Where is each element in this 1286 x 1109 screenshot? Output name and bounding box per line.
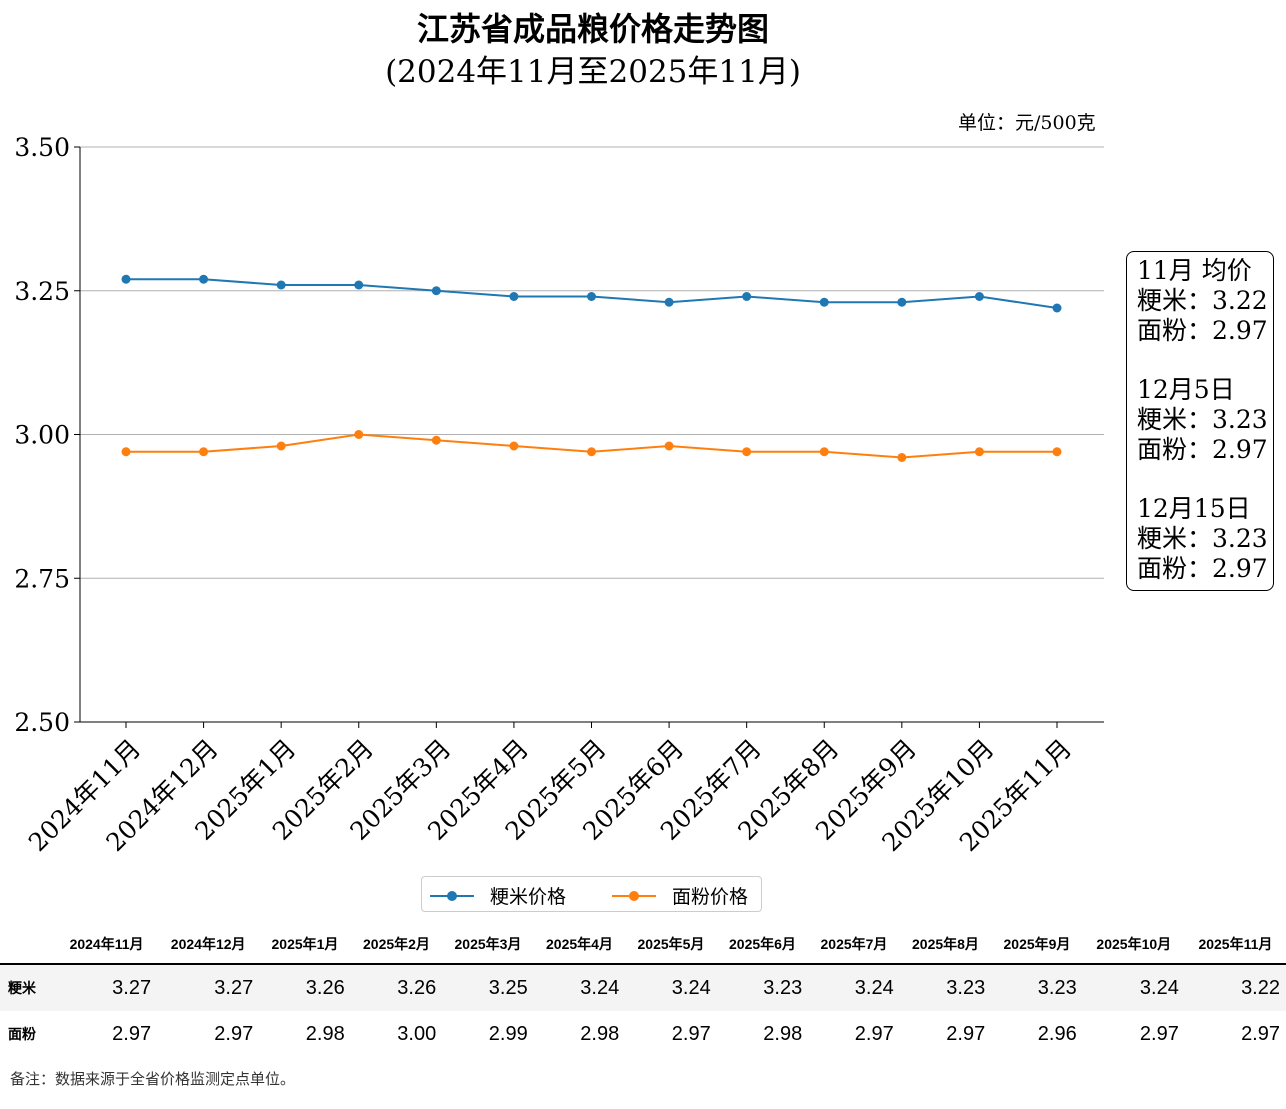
data-point: [199, 274, 209, 284]
legend-item-rice: 粳米价格: [430, 882, 566, 909]
table-cell: 2.98: [305, 1022, 345, 1045]
table-cell: 3.22: [1184, 964, 1286, 1011]
data-point: [431, 286, 441, 296]
table-cell: 2.97: [671, 1022, 711, 1045]
column-header: 2025年6月: [716, 925, 809, 965]
annotation-rice: 粳米：3.22: [1137, 286, 1268, 315]
data-point: [276, 441, 286, 451]
chart-title: 江苏省成品粮价格走势图: [416, 10, 769, 48]
table-cell: 3.23: [716, 964, 809, 1011]
table-cell: 3.23: [991, 964, 1083, 1011]
column-header: 2025年9月: [991, 925, 1083, 965]
table-cell: 3.27: [157, 964, 260, 1011]
column-header: 2025年5月: [625, 925, 717, 965]
table-cell: 3.23: [899, 964, 992, 1011]
table-cell: 2.97: [946, 1022, 986, 1045]
data-point: [742, 447, 752, 457]
table-cell: 3.24: [533, 964, 626, 1011]
table-cell: 3.25: [442, 964, 534, 1011]
data-point: [819, 297, 829, 307]
data-point: [974, 292, 984, 301]
annotation-flour: 面粉：2.97: [1137, 316, 1268, 345]
data-point: [509, 441, 519, 451]
annotation-heading: 11月 均价: [1137, 256, 1252, 285]
data-point: [897, 297, 907, 307]
table-cell: 3.26: [350, 964, 443, 1011]
data-point: [1052, 447, 1062, 457]
data-point: [199, 447, 209, 457]
column-header: 2025年2月: [350, 925, 443, 965]
data-point: [354, 430, 364, 439]
y-tick-label: 3.50: [14, 133, 70, 162]
data-point: [897, 453, 907, 462]
annotation-flour: 面粉：2.97: [1137, 554, 1268, 583]
data-point: [121, 447, 131, 457]
table-cell: 2.97: [854, 1022, 894, 1045]
data-point: [974, 447, 984, 457]
table-cell: 2.97: [112, 1022, 152, 1045]
row-label: 面粉: [8, 1026, 36, 1042]
legend-marker-rice: [430, 890, 474, 901]
table-cell: 3.27: [56, 964, 158, 1011]
table-cell: 3.24: [625, 964, 717, 1011]
line-chart: 2.502.753.003.253.502024年11月2024年12月2025…: [14, 133, 1104, 857]
data-point: [819, 447, 829, 457]
y-tick-label: 3.00: [14, 421, 70, 450]
column-header: [0, 925, 56, 965]
column-header: 2025年7月: [808, 925, 900, 965]
table-header-row: 2024年11月 2024年12月 2025年1月 2025年2月 2025年3月 202…: [0, 925, 1286, 965]
annotation-rice: 粳米：3.23: [1137, 405, 1268, 434]
table-cell: 3.24: [1082, 964, 1185, 1011]
annotation-heading: 12月5日: [1137, 375, 1235, 404]
y-tick-label: 2.75: [14, 564, 70, 593]
data-point: [354, 280, 364, 290]
data-point: [664, 297, 674, 307]
table-cell: 2.98: [580, 1022, 620, 1045]
table-cell: 2.96: [1037, 1022, 1077, 1045]
table-cell: 2.99: [488, 1022, 528, 1045]
price-table: 2024年11月 2024年12月 2025年1月 2025年2月 2025年3月 202…: [0, 925, 1286, 1057]
column-header: 2025年11月: [1184, 925, 1286, 965]
table-row: 粳米 3.27 3.27 3.26 3.26 3.25 3.24 3.24 3.23 3.24 3.…: [0, 964, 1286, 1011]
data-point: [587, 292, 596, 301]
data-point: [742, 292, 752, 301]
legend-label: 面粉价格: [672, 886, 749, 908]
y-tick-label: 3.25: [14, 277, 70, 306]
table-cell: 3.00: [397, 1022, 437, 1045]
data-point: [587, 447, 596, 457]
data-point: [121, 274, 131, 284]
annotation-flour: 面粉：2.97: [1137, 435, 1268, 464]
column-header: 2025年3月: [442, 925, 534, 965]
y-tick-label: 2.50: [14, 708, 70, 737]
table-row: 面粉 2.97 2.97 2.98 3.00 2.99 2.98 2.97 2.98 2.97 2.…: [0, 1011, 1286, 1057]
legend-marker-flour: [612, 890, 656, 901]
data-point: [664, 441, 674, 451]
table-cell: 2.97: [1241, 1022, 1280, 1045]
table-cell: 2.97: [1139, 1022, 1179, 1045]
column-header: 2025年1月: [259, 925, 351, 965]
table-cell: 2.98: [763, 1022, 803, 1045]
data-point: [509, 292, 519, 301]
annotation-rice: 粳米：3.23: [1137, 524, 1268, 553]
annotation-heading: 12月15日: [1137, 494, 1251, 523]
column-header: 2024年12月: [157, 925, 260, 965]
row-label: 粳米: [0, 964, 56, 1011]
data-point: [1052, 303, 1062, 313]
column-header: 2025年8月: [899, 925, 992, 965]
legend: 粳米价格 面粉价格: [421, 876, 762, 912]
table-cell: 3.24: [808, 964, 900, 1011]
table-cell: 3.26: [259, 964, 351, 1011]
column-header: 2024年11月: [56, 925, 158, 965]
footer-note: 备注：数据来源于全省价格监测定点单位。: [10, 1070, 296, 1088]
unit-label: 单位：元/500克: [958, 112, 1096, 134]
column-header: 2025年10月: [1082, 925, 1185, 965]
legend-label: 粳米价格: [490, 886, 567, 908]
column-header: 2025年4月: [533, 925, 626, 965]
data-point: [276, 280, 286, 290]
data-point: [431, 435, 441, 445]
legend-item-flour: 面粉价格: [612, 882, 748, 909]
price-annotation-box: 11月 均价 粳米：3.22 面粉：2.97 12月5日 粳米：3.23 面粉：…: [1126, 251, 1274, 591]
table-cell: 2.97: [214, 1022, 254, 1045]
chart-subtitle: (2024年11月至2025年11月): [385, 54, 801, 90]
